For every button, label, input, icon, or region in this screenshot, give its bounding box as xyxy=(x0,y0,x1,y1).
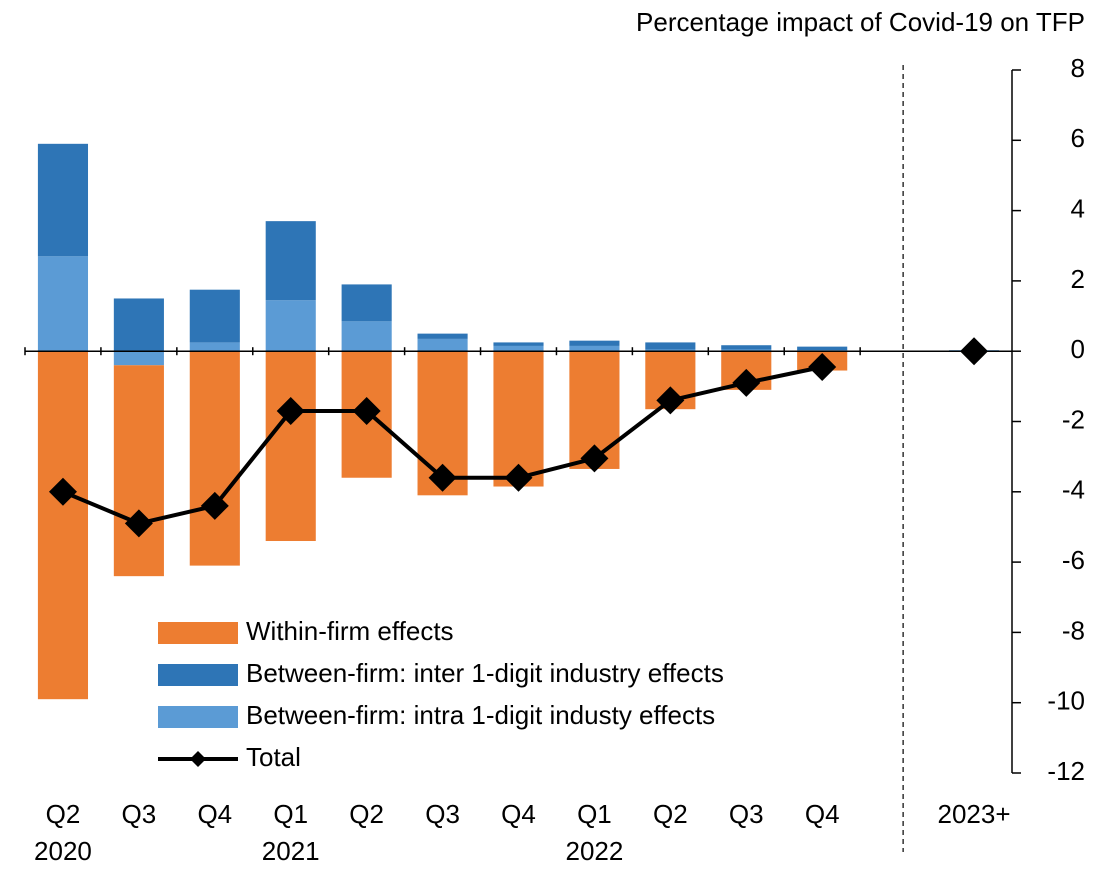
total-marker xyxy=(200,491,229,520)
bar xyxy=(569,340,620,346)
total-marker xyxy=(352,396,381,425)
y-tick-label: 8 xyxy=(1071,53,1085,83)
y-tick-label: 4 xyxy=(1071,193,1085,223)
y-tick-label: -8 xyxy=(1062,615,1085,645)
total-marker xyxy=(732,368,761,397)
total-marker xyxy=(808,353,837,382)
bar xyxy=(493,342,544,346)
legend-swatch xyxy=(158,664,238,686)
legend-swatch xyxy=(158,622,238,644)
y-tick-label: -2 xyxy=(1062,404,1085,434)
y-tick-label: 2 xyxy=(1071,264,1085,294)
bar xyxy=(113,351,164,366)
bar xyxy=(797,346,848,351)
total-marker xyxy=(504,463,533,492)
total-marker xyxy=(48,477,77,506)
legend-label: Within-firm effects xyxy=(246,616,454,646)
y-tick-label: 0 xyxy=(1071,334,1085,364)
legend-label: Total xyxy=(246,742,301,772)
bar xyxy=(189,289,240,343)
legend-swatch xyxy=(158,706,238,728)
x-tick-label: Q4 xyxy=(501,799,536,829)
chart-title: Percentage impact of Covid-19 on TFP xyxy=(636,7,1085,37)
bar xyxy=(341,321,392,352)
total-marker xyxy=(428,463,457,492)
x-tick-label: Q3 xyxy=(729,799,764,829)
bar xyxy=(265,221,316,301)
legend-marker xyxy=(190,751,206,767)
bar xyxy=(37,256,89,352)
bar xyxy=(265,351,316,542)
total-marker xyxy=(656,386,685,415)
x-tick-label: Q1 xyxy=(273,799,308,829)
y-tick-label: -4 xyxy=(1062,475,1085,505)
y-tick-label: 6 xyxy=(1071,123,1085,153)
bar xyxy=(721,349,772,352)
y-tick-label: -6 xyxy=(1062,545,1085,575)
bar xyxy=(569,345,620,352)
bar xyxy=(265,300,316,352)
bar xyxy=(645,349,696,352)
bar xyxy=(189,351,240,566)
x-tick-label: Q2 xyxy=(46,799,81,829)
total-marker xyxy=(580,444,609,473)
x-tick-label: Q4 xyxy=(197,799,232,829)
x-year-label: 2020 xyxy=(34,836,92,866)
bar xyxy=(493,345,544,352)
bar xyxy=(417,338,468,352)
total-marker xyxy=(276,396,305,425)
bar xyxy=(645,342,696,350)
x-tick-label: Q3 xyxy=(425,799,460,829)
x-year-label: 2021 xyxy=(262,836,320,866)
bar xyxy=(113,365,164,577)
bar xyxy=(37,143,89,257)
bar xyxy=(37,351,89,700)
total-marker xyxy=(124,509,153,538)
bar xyxy=(341,284,392,322)
x-year-label: 2022 xyxy=(566,836,624,866)
y-tick-label: -12 xyxy=(1047,756,1085,786)
legend-label: Between-firm: intra 1-digit industy effe… xyxy=(246,700,715,730)
x-tick-label: Q4 xyxy=(805,799,840,829)
bar xyxy=(417,333,468,339)
x-tick-label: Q1 xyxy=(577,799,612,829)
legend-label: Between-firm: inter 1-digit industry eff… xyxy=(246,658,724,688)
x-tick-label: Q2 xyxy=(349,799,384,829)
bar xyxy=(721,345,772,350)
y-tick-label: -10 xyxy=(1047,686,1085,716)
x-tick-label: Q3 xyxy=(122,799,157,829)
x-tick-label: 2023+ xyxy=(938,799,1011,829)
total-marker xyxy=(960,337,989,366)
bar xyxy=(113,298,164,352)
x-tick-label: Q2 xyxy=(653,799,688,829)
bar xyxy=(189,342,240,352)
